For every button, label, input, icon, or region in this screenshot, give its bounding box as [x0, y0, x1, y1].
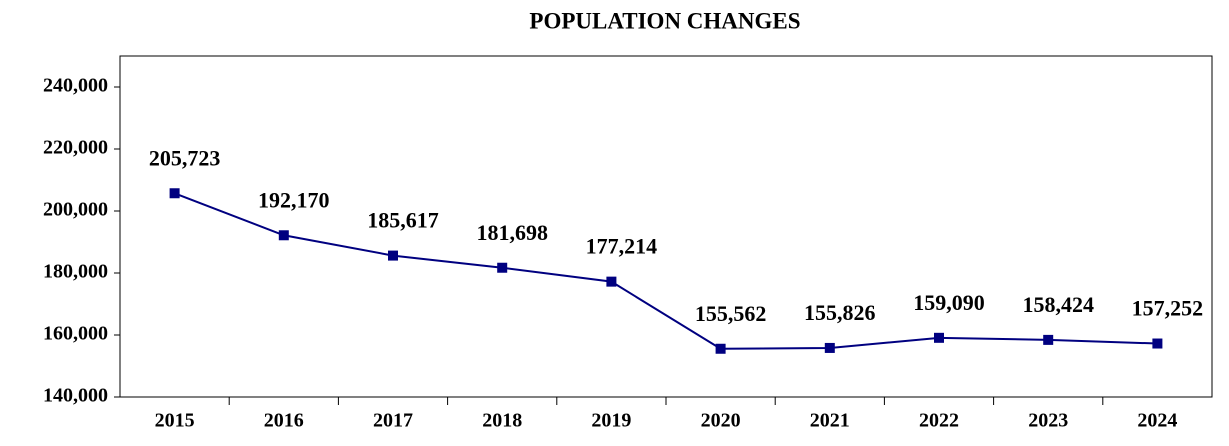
point-marker	[934, 332, 944, 343]
point-marker	[824, 342, 835, 353]
data-label: 185,617	[367, 208, 439, 233]
series-line	[174, 192, 1158, 350]
x-tick-label: 2020	[701, 410, 741, 432]
data-label: 155,826	[804, 300, 876, 325]
y-tick-label: 140,000	[43, 385, 108, 407]
x-tick-label: 2018	[482, 410, 522, 432]
y-tick-label: 200,000	[43, 199, 108, 221]
point-marker	[606, 276, 617, 287]
point-marker	[278, 230, 289, 241]
data-label: 181,698	[476, 220, 548, 245]
chart-title: POPULATION CHANGES	[529, 8, 800, 33]
data-label: 158,424	[1022, 292, 1094, 317]
point-marker	[715, 343, 726, 354]
x-tick-label: 2021	[810, 410, 850, 432]
x-tick-label: 2023	[1028, 410, 1068, 432]
plot-frame	[119, 55, 1213, 398]
point-marker	[169, 188, 180, 199]
point-marker	[1043, 334, 1054, 345]
data-label: 157,252	[1132, 296, 1204, 321]
x-tick-label: 2022	[919, 410, 959, 432]
data-label: 177,214	[586, 234, 658, 259]
x-tick-label: 2017	[373, 410, 413, 432]
point-marker	[497, 262, 508, 273]
y-tick-label: 160,000	[43, 323, 108, 345]
point-marker	[1152, 338, 1163, 349]
y-tick-label: 180,000	[43, 261, 108, 283]
x-tick-label: 2016	[264, 410, 304, 432]
y-tick-label: 220,000	[43, 137, 108, 159]
data-label: 155,562	[695, 301, 767, 326]
x-tick-label: 2024	[1137, 410, 1177, 432]
data-label: 192,170	[258, 187, 330, 212]
y-tick-label: 240,000	[43, 75, 108, 97]
x-tick-label: 2019	[591, 410, 631, 432]
data-label: 159,090	[913, 290, 985, 315]
point-marker	[388, 250, 398, 261]
x-tick-label: 2015	[155, 410, 195, 432]
data-label: 205,723	[149, 145, 221, 170]
